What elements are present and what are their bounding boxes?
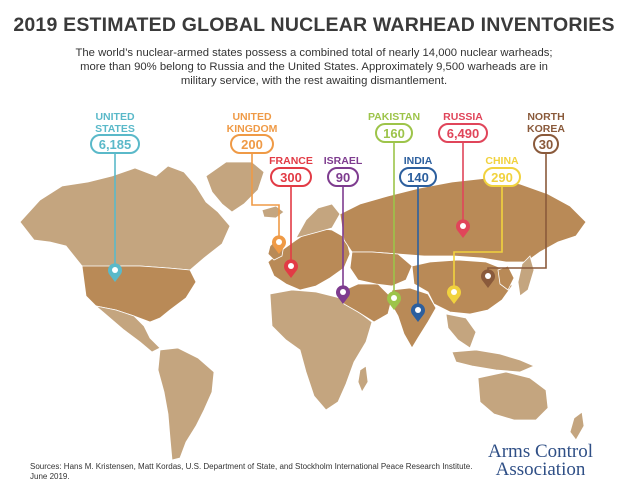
cn-count-box (483, 167, 521, 187)
cn-leader-line (453, 186, 503, 292)
land-north-america-north (19, 165, 231, 271)
fr-count-box (270, 167, 312, 187)
in-map-pin[interactable] (411, 303, 425, 322)
uk-count: 200 (241, 137, 263, 152)
land-india (389, 287, 437, 349)
land-middle-east (339, 283, 393, 323)
us-count: 6,185 (99, 137, 132, 152)
land-south-america (157, 347, 215, 461)
land-australia (477, 371, 549, 421)
kp-map-pin[interactable] (481, 269, 496, 288)
uk-count-box (230, 134, 274, 154)
land-korea (497, 265, 515, 291)
cn-count: 290 (491, 170, 513, 185)
land-indonesia (451, 349, 536, 373)
us-name-line-1: UNITED (95, 111, 135, 123)
il-count-box (327, 167, 359, 187)
uk-map-pin[interactable] (272, 235, 286, 254)
sources-note: Sources: Hans M. Kristensen, Matt Kordas… (30, 462, 472, 482)
pk-name: PAKISTAN (368, 111, 420, 123)
leader-lines (114, 142, 547, 310)
subtitle-line-1: The world’s nuclear-armed states possess… (75, 47, 553, 59)
cn-name: CHINA (485, 155, 519, 167)
date-text: June 2019. (30, 472, 70, 481)
page-title: 2019 ESTIMATED GLOBAL NUCLEAR WARHEAD IN… (13, 14, 615, 36)
pk-count-box (375, 123, 413, 143)
subtitle-line-3: military service, with the rest awaiting… (180, 75, 448, 87)
in-count: 140 (407, 170, 429, 185)
subtitle-line-2: more than 90% belong to Russia and the U… (80, 61, 548, 73)
kp-count: 30 (539, 137, 553, 152)
ru-name: RUSSIA (443, 111, 483, 123)
kp-count-box (533, 134, 559, 154)
land-scandinavia (295, 203, 341, 239)
subtitle: The world’s nuclear-armed states possess… (22, 46, 606, 88)
location-markers (108, 219, 496, 322)
us-map-pin[interactable] (108, 263, 123, 282)
land-japan (517, 255, 535, 297)
ru-map-pin[interactable] (456, 219, 471, 238)
ru-count-box (438, 123, 488, 143)
logo-line-1: Arms Control (488, 441, 594, 462)
sources-text: Sources: Hans M. Kristensen, Matt Kordas… (30, 462, 473, 471)
in-count-box (399, 167, 437, 187)
land-masses (19, 161, 587, 461)
il-count: 90 (336, 170, 350, 185)
us-count-box (90, 134, 140, 154)
land-united-states (81, 265, 197, 323)
kp-name-line-2: KOREA (527, 123, 565, 135)
pk-count: 160 (383, 126, 405, 141)
fr-count: 300 (280, 170, 302, 185)
land-new-zealand (569, 411, 585, 441)
cn-map-pin[interactable] (447, 285, 461, 304)
land-iceland (261, 205, 285, 219)
kp-name-line-1: NORTH (527, 111, 564, 123)
arms-control-association-logo: Arms Control Association (488, 441, 594, 480)
fr-name: FRANCE (269, 155, 313, 167)
us-name-line-2: STATES (95, 123, 135, 135)
land-central-asia (349, 251, 413, 287)
land-greenland (205, 161, 265, 213)
uk-name-line-2: KINGDOM (227, 123, 278, 135)
il-name: ISRAEL (324, 155, 363, 167)
logo-line-2: Association (495, 459, 586, 480)
land-central-america (94, 305, 161, 353)
il-map-pin[interactable] (336, 285, 350, 304)
ru-count: 6,490 (447, 126, 480, 141)
uk-leader-line (251, 153, 280, 242)
land-africa (269, 289, 373, 411)
land-southeast-asia (445, 313, 477, 349)
uk-name-line-1: UNITED (232, 111, 272, 123)
fr-map-pin[interactable] (284, 259, 298, 278)
land-madagascar (357, 365, 369, 393)
pk-map-pin[interactable] (387, 291, 402, 310)
in-name: INDIA (404, 155, 433, 167)
country-labels: UNITED STATES 6,185 UNITED KINGDOM 200 F… (90, 111, 565, 187)
